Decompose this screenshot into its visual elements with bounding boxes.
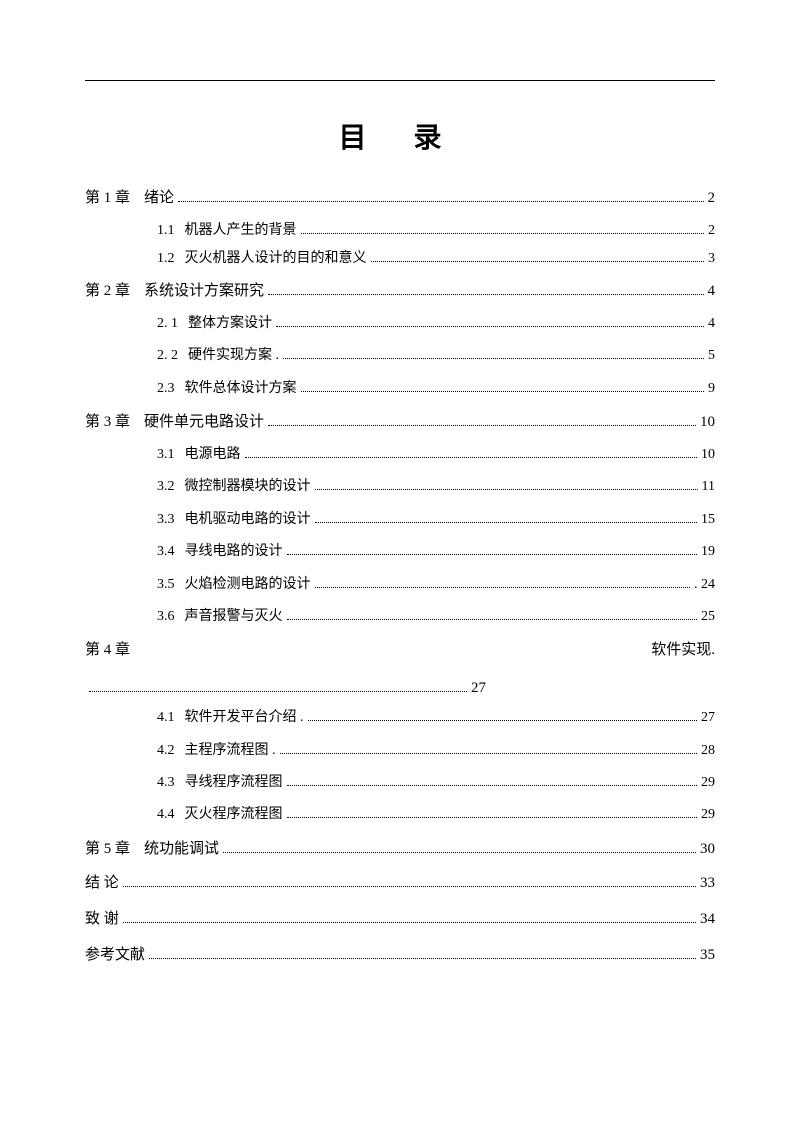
toc-chapter-4: 第 4 章 软件实现. 27 [85,638,715,697]
toc-references: 参考文献 35 [85,943,715,967]
toc-sub-2-1: 2. 1整体方案设计 4 [85,313,715,335]
toc-sub-2-2: 2. 2硬件实现方案 . 5 [85,345,715,367]
toc-sub-4-2: 4.2主程序流程图 . 28 [85,740,715,762]
toc-sub-3-3: 3.3电机驱动电路的设计 15 [85,509,715,531]
top-border-line [85,80,715,81]
toc-sub-2-3: 2.3软件总体设计方案 9 [85,378,715,400]
toc-sub-1-2: 1.2灭火机器人设计的目的和意义 3 [85,248,715,270]
toc-chapter-5: 第 5 章统功能调试 30 [85,837,715,861]
toc-sub-4-1: 4.1软件开发平台介绍 . 27 [85,707,715,729]
toc-conclusion: 结 论 33 [85,871,715,895]
toc-sub-3-5: 3.5火焰检测电路的设计 . 24 [85,574,715,596]
toc-thanks: 致 谢 34 [85,907,715,931]
toc-chapter-1: 第 1 章绪论 2 [85,186,715,210]
toc-sub-4-3: 4.3寻线程序流程图 29 [85,772,715,794]
toc-sub-4-4: 4.4灭火程序流程图 29 [85,804,715,826]
toc-chapter-3: 第 3 章硬件单元电路设计 10 [85,410,715,434]
toc-sub-1-1: 1.1机器人产生的背景 2 [85,220,715,242]
chapter-label: 第 1 章绪论 [85,186,174,210]
toc-chapter-2: 第 2 章系统设计方案研究 4 [85,279,715,303]
toc-title: 目 录 [85,116,715,156]
toc-sub-3-6: 3.6声音报警与灭火 25 [85,606,715,628]
toc-container: 第 1 章绪论 2 1.1机器人产生的背景 2 1.2灭火机器人设计的目的和意义… [85,186,715,967]
leader-dots [178,201,703,202]
toc-sub-3-2: 3.2微控制器模块的设计 11 [85,476,715,498]
toc-sub-3-1: 3.1电源电路 10 [85,444,715,466]
toc-sub-3-4: 3.4寻线电路的设计 19 [85,541,715,563]
page-number: 2 [708,186,716,210]
